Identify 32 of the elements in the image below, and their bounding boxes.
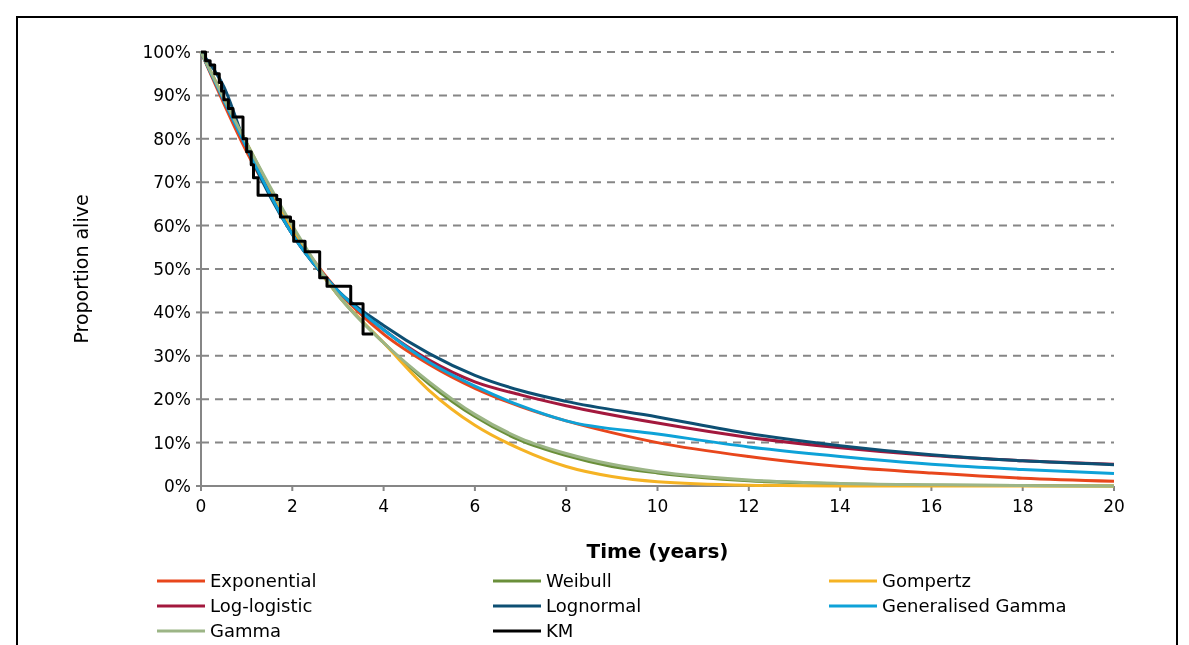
y-tick-label: 20%: [153, 389, 191, 410]
y-tick-label: 0%: [164, 475, 191, 496]
y-tick-label: 70%: [153, 172, 191, 193]
x-tick-label: 4: [378, 496, 390, 516]
legend-label: KM: [546, 620, 574, 642]
y-axis-title: Proportion alive: [70, 194, 92, 344]
legend-label: Exponential: [210, 570, 317, 592]
legend-label: Gompertz: [882, 570, 971, 592]
x-tick-label: 2: [286, 496, 298, 516]
legend-label: Gamma: [210, 620, 282, 642]
legend-label: Weibull: [546, 570, 612, 592]
x-axis-title: Time (years): [586, 539, 729, 563]
x-tick-label: 14: [829, 496, 851, 516]
y-tick-label: 10%: [153, 432, 191, 453]
legend-label: Lognormal: [546, 595, 642, 617]
y-tick-label: 80%: [153, 128, 191, 149]
y-tick-label: 60%: [153, 215, 191, 236]
y-tick-label: 30%: [153, 345, 191, 366]
y-tick-label: 100%: [142, 41, 191, 62]
y-tick-label: 50%: [153, 258, 191, 279]
x-tick-label: 18: [1011, 496, 1034, 516]
x-tick-label: 8: [560, 496, 572, 516]
legend-label: Log-logistic: [210, 595, 313, 617]
x-tick-label: 0: [195, 496, 207, 516]
legend-label: Generalised Gamma: [882, 595, 1067, 617]
x-tick-label: 16: [920, 496, 943, 516]
x-tick-label: 12: [737, 496, 760, 516]
x-tick-label: 10: [646, 496, 669, 516]
y-tick-label: 40%: [153, 302, 191, 323]
y-tick-label: 90%: [153, 85, 191, 106]
x-tick-label: 20: [1103, 496, 1125, 516]
x-tick-label: 6: [469, 496, 481, 516]
